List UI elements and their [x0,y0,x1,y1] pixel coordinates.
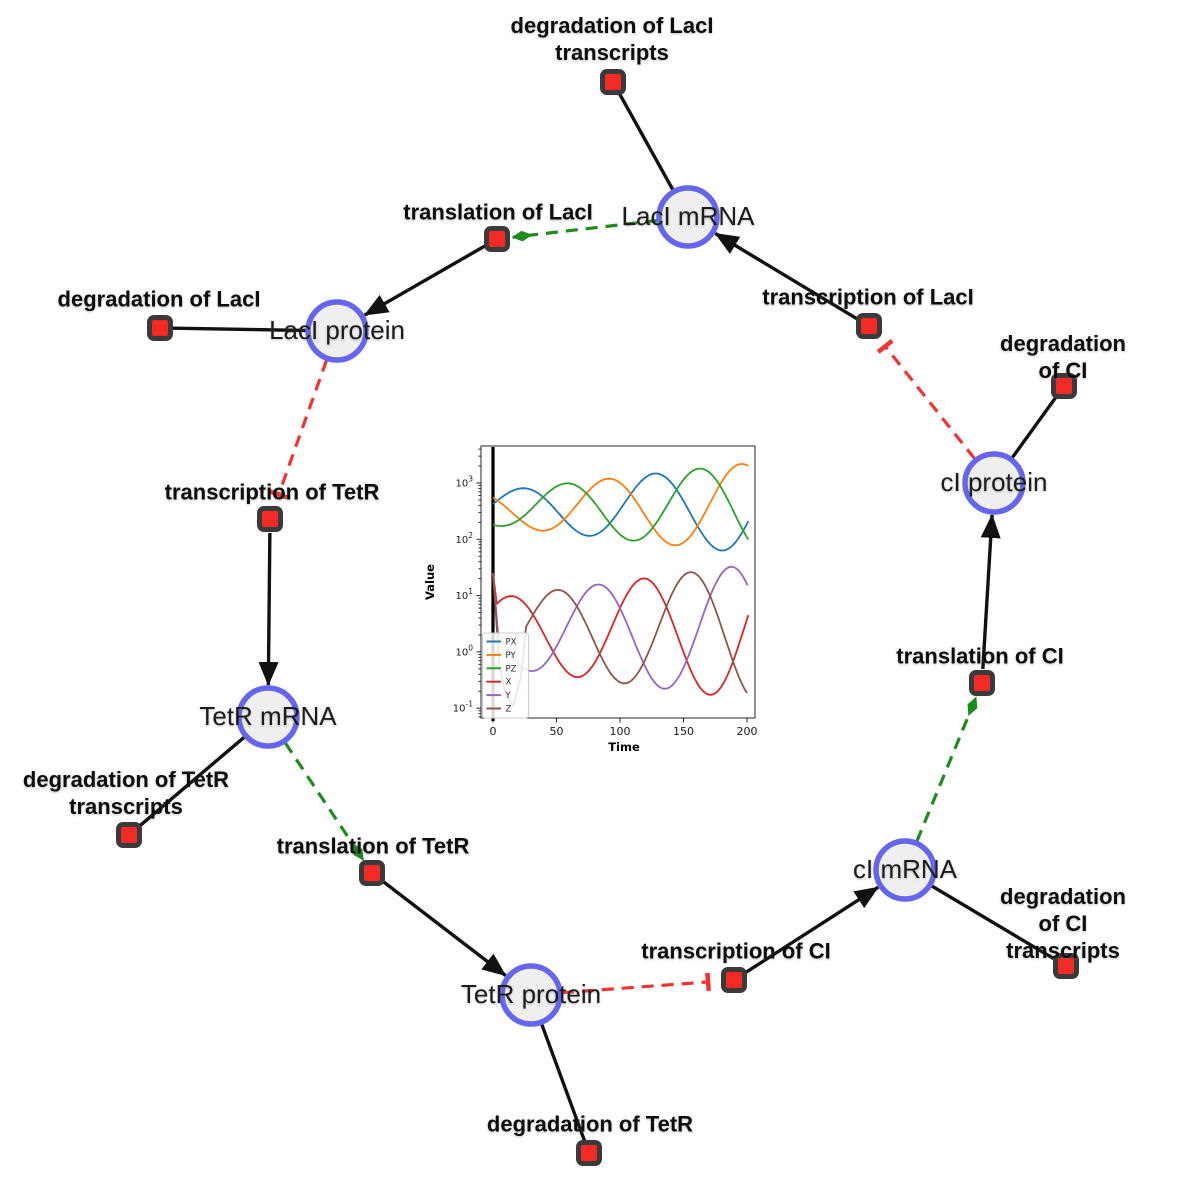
species-node-tetr_prot[interactable] [499,963,563,1027]
node-layer [116,69,1079,1166]
species-node-tetr_mrna[interactable] [236,685,300,749]
legend: PX PY PZ XYZ [482,632,529,719]
edge-consumption-laci_mrna-deg_laci_tx [617,92,675,192]
series-line-Z [492,571,748,707]
edge-consumption-tetr_mrna-deg_tetr_tx [137,735,247,828]
series-line-X [492,573,750,696]
species-node-laci_prot[interactable] [305,299,369,363]
y-tick-label: 101 [455,587,473,602]
edge-production-transc_ci-ci_mrna [744,885,880,974]
series-layer [492,463,750,707]
reaction-node-transc_laci[interactable] [856,313,882,339]
edge-activation-laci_mrna-transl_laci [511,218,658,242]
legend-label-Z: Z [506,705,512,715]
edge-production-transc_tetr-tetr_mrna [258,532,279,687]
reaction-node-deg_ci[interactable] [1051,373,1077,399]
chart-frame [480,445,756,719]
reaction-node-deg_tetr_tx[interactable] [116,822,142,848]
species-node-laci_mrna[interactable] [656,185,720,249]
species-node-ci_prot[interactable] [962,451,1026,515]
y-axis-title: Value [423,564,437,600]
edge-inhibition-tetr_prot-transc_ci [561,972,711,995]
legend-label-PZ: PZ [506,664,517,674]
edge-consumption-laci_prot-deg_laci [172,326,308,333]
reaction-node-deg_laci[interactable] [147,315,173,341]
reaction-node-transc_tetr[interactable] [257,506,283,532]
legend-label-X: X [506,678,512,688]
simulation-chart-inset: 103 102 101 100 10-1 0 50 100 150 200 Time Value PX P… [420,424,772,772]
x-tick-label: 150 [673,725,694,738]
series-line-PX [492,472,750,552]
x-tick-label: 100 [610,725,631,738]
legend-label-PY: PY [506,651,517,661]
reaction-node-deg_ci_tx[interactable] [1053,953,1079,979]
species-node-ci_mrna[interactable] [873,838,937,902]
reaction-node-deg_tetr[interactable] [576,1140,602,1166]
reaction-node-transl_tetr[interactable] [359,860,385,886]
reaction-node-transc_ci[interactable] [721,967,747,993]
edge-consumption-tetr_prot-deg_tetr [539,1022,587,1142]
reaction-node-deg_laci_tx[interactable] [600,69,626,95]
edge-activation-tetr_mrna-transl_tetr [283,741,365,861]
x-tick-label: 0 [490,725,497,738]
y-tick-label: 100 [455,643,473,658]
edge-consumption-ci_mrna-deg_ci_tx [929,883,1056,961]
edge-inhibition-laci_prot-transc_tetr [269,359,329,500]
x-axis-title: Time [608,740,640,754]
edge-inhibition-ci_prot-transc_laci [876,338,976,460]
y-tick-label: 10-1 [453,700,473,715]
series-line-PY [492,463,749,547]
y-axis: 103 102 101 100 10-1 [453,448,481,718]
edge-consumption-ci_prot-deg_ci [1010,395,1058,460]
legend-label-Y: Y [505,691,512,701]
y-tick-label: 102 [455,531,473,546]
edge-production-transl_tetr-tetr_prot [382,880,507,977]
edge-layer [137,92,1058,1142]
series-line-Y [492,565,749,690]
edge-production-transl_ci-ci_prot [980,513,1001,670]
edge-activation-ci_mrna-transl_ci [915,696,978,842]
reaction-node-transl_ci[interactable] [969,670,995,696]
x-tick-label: 50 [550,725,564,738]
edge-production-transc_laci-laci_mrna [714,232,858,321]
legend-label-PX: PX [506,638,517,648]
x-tick-label: 200 [737,725,758,738]
edge-production-transl_laci-laci_prot [363,244,486,317]
series-line-PZ [492,467,750,542]
x-axis: 0 50 100 150 200 [490,718,758,738]
y-tick-label: 103 [455,475,473,490]
reaction-node-transl_laci[interactable] [484,226,510,252]
